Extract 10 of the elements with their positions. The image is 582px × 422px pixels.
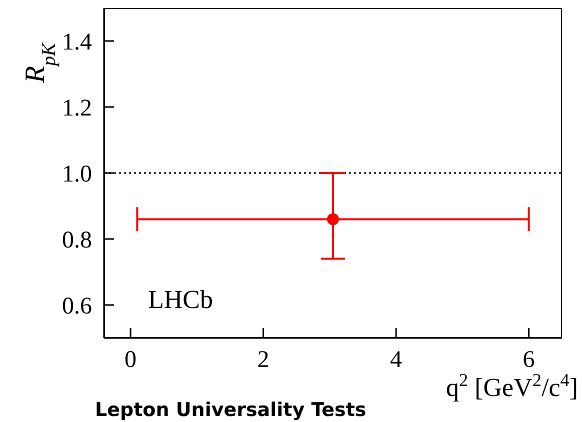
annotation: LHCb bbox=[148, 285, 213, 314]
y-tick-label: 0.8 bbox=[62, 228, 92, 254]
x-tick-label: 2 bbox=[257, 347, 270, 374]
x-tick-label: 4 bbox=[390, 347, 402, 374]
y-tick-label: 1.2 bbox=[62, 96, 92, 122]
text: Lepton Universality Tests bbox=[95, 399, 366, 421]
y-tick-label: 0.6 bbox=[62, 294, 92, 320]
y-tick-label: 1.0 bbox=[62, 162, 92, 188]
y-tick-label: 1.4 bbox=[62, 30, 92, 56]
x-tick-label: 0 bbox=[124, 347, 137, 374]
